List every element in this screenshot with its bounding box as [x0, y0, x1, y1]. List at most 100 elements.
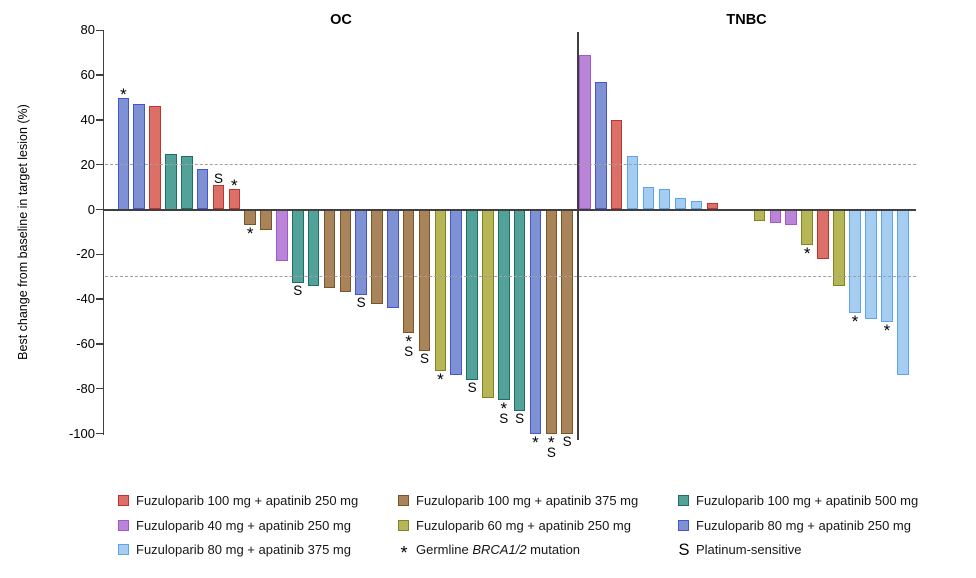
plot-area: 80 60 40 20 0 -20 -40 -60 -80 -100 OC * S * * S S * S S * S * S… [68, 12, 917, 459]
reference-line [104, 163, 916, 165]
legend-item: Fuzuloparib 100 mg + apatinib 375 mg [398, 489, 638, 511]
bar-tnbc-12 [785, 209, 798, 226]
bar-oc-25: * S [498, 209, 510, 425]
legend-label: Fuzuloparib 80 mg + apatinib 375 mg [136, 542, 351, 557]
y-axis-tick-label: 80 [80, 22, 95, 38]
legend-item: Fuzuloparib 80 mg + apatinib 375 mg [118, 539, 351, 561]
bar-annotations: * S [404, 333, 413, 358]
bar-oc-22 [450, 209, 463, 376]
star-symbol: * [400, 542, 408, 563]
bar-tnbc-10 [753, 209, 766, 221]
bar-annotations: * S [547, 432, 556, 459]
germline-brca-star-marker: * [120, 84, 127, 104]
reference-line [104, 275, 916, 277]
y-axis-tick-label: -40 [76, 291, 95, 307]
y-axis-tick-label: 60 [80, 67, 95, 83]
germline-brca-star-marker: * [437, 369, 444, 389]
platinum-sensitive-marker: S [562, 433, 572, 449]
bar-annotations: * [803, 244, 811, 264]
bar-tnbc-11 [769, 209, 782, 223]
bar-tnbc-5 [642, 187, 655, 210]
bar-annotations: * [883, 320, 891, 340]
legend: Fuzuloparib 100 mg + apatinib 250 mg Fuzu… [0, 470, 976, 578]
legend-item: Fuzuloparib 100 mg + apatinib 250 mg [118, 489, 358, 511]
bar-annotations: S [420, 351, 429, 365]
bar-oc-24 [482, 209, 494, 398]
legend-label: Germline BRCA1/2 mutation [416, 542, 580, 557]
platinum-sensitive-marker: S [356, 294, 366, 310]
bar-oc-16: S [355, 209, 367, 309]
bar-annotations: * [246, 224, 254, 244]
legend-label-italic: BRCA1/2 [472, 542, 527, 557]
bar-annotations: S [213, 170, 223, 186]
legend-label-prefix: Germline [416, 542, 473, 557]
bar-annotations: * S [499, 398, 508, 425]
bar-oc-12: S [291, 209, 304, 298]
bar-oc-15 [339, 209, 352, 293]
bar-oc-4 [165, 153, 177, 210]
germline-brca-star-marker: * [500, 398, 508, 418]
bar-oc-17 [371, 209, 383, 304]
bar-annotations: S [293, 283, 303, 299]
germline-brca-star-marker: * [548, 432, 555, 452]
germline-brca-star-marker: * [803, 244, 811, 264]
y-axis-tick-label: -80 [76, 380, 95, 396]
bar-oc-29: S [561, 209, 573, 448]
platinum-sensitive-marker: S [467, 379, 477, 395]
bar-oc-21: * [434, 209, 447, 388]
legend-item: * Germline BRCA1/2 mutation [398, 539, 580, 563]
legend-label: Fuzuloparib 80 mg + apatinib 250 mg [696, 517, 911, 533]
legend-label: Fuzuloparib 60 mg + apatinib 250 mg [416, 517, 631, 533]
legend-label: Fuzuloparib 40 mg + apatinib 250 mg [136, 517, 351, 533]
bar-tnbc-15 [833, 209, 845, 286]
bar-annotations: S [467, 379, 477, 395]
bar-tnbc-1 [579, 54, 591, 210]
y-axis-tick [96, 298, 103, 300]
y-axis-tick [96, 208, 103, 211]
y-axis-tick [96, 432, 103, 435]
bar-tnbc-18: * [881, 209, 893, 339]
legend-label-suffix: mutation [526, 542, 581, 557]
bar-oc-7: S [212, 172, 225, 210]
bar-oc-23: S [466, 209, 478, 394]
slate-swatch [678, 519, 689, 531]
bar-oc-28: * S [545, 209, 558, 459]
legend-label: Fuzuloparib 100 mg + apatinib 250 mg [136, 492, 359, 508]
y-axis-tick [96, 74, 103, 76]
y-axis-tick [96, 343, 103, 345]
bar-oc-27: * [529, 209, 542, 451]
germline-brca-star-marker: * [246, 224, 254, 244]
bar-annotations: S [562, 433, 572, 449]
y-axis-tick-label: 0 [87, 201, 95, 217]
bar-oc-8: * [228, 177, 241, 210]
bar-oc-18 [387, 209, 399, 309]
legend-label: Fuzuloparib 100 mg + apatinib 500 mg [696, 492, 919, 508]
legend-item: Fuzuloparib 80 mg + apatinib 250 mg [678, 514, 911, 536]
germline-brca-star-marker: * [532, 432, 539, 452]
y-axis-tick-label: -100 [68, 425, 95, 441]
y-axis-tick [96, 119, 103, 121]
bar-oc-26: S [513, 209, 526, 425]
legend-label: Platinum-sensitive [696, 542, 802, 557]
germline-brca-star-marker: * [883, 320, 891, 340]
bar-annotations: * [437, 369, 444, 389]
bar-oc-10 [260, 209, 272, 230]
y-axis-tick-label: -60 [76, 335, 95, 351]
platinum-sensitive-marker: S [213, 170, 223, 186]
y-axis-tick [96, 387, 103, 390]
legend-item: S Platinum-sensitive [678, 539, 802, 561]
bar-annotations: * [120, 84, 127, 104]
teal-swatch [678, 494, 689, 506]
y-axis-tick-label: 40 [80, 111, 95, 127]
bar-tnbc-19 [897, 209, 909, 376]
sky-swatch [118, 544, 129, 555]
bar-oc-13 [307, 209, 320, 286]
y-axis-tick [96, 163, 103, 166]
germline-brca-star-marker: * [851, 311, 859, 331]
y-axis-tick [96, 29, 103, 32]
bar-tnbc-17 [865, 209, 877, 320]
bar-oc-1: * [117, 86, 130, 210]
panel-title-tnbc: TNBC [726, 12, 767, 28]
brown-swatch [398, 494, 409, 506]
platinum-sensitive-marker: S [293, 283, 303, 299]
